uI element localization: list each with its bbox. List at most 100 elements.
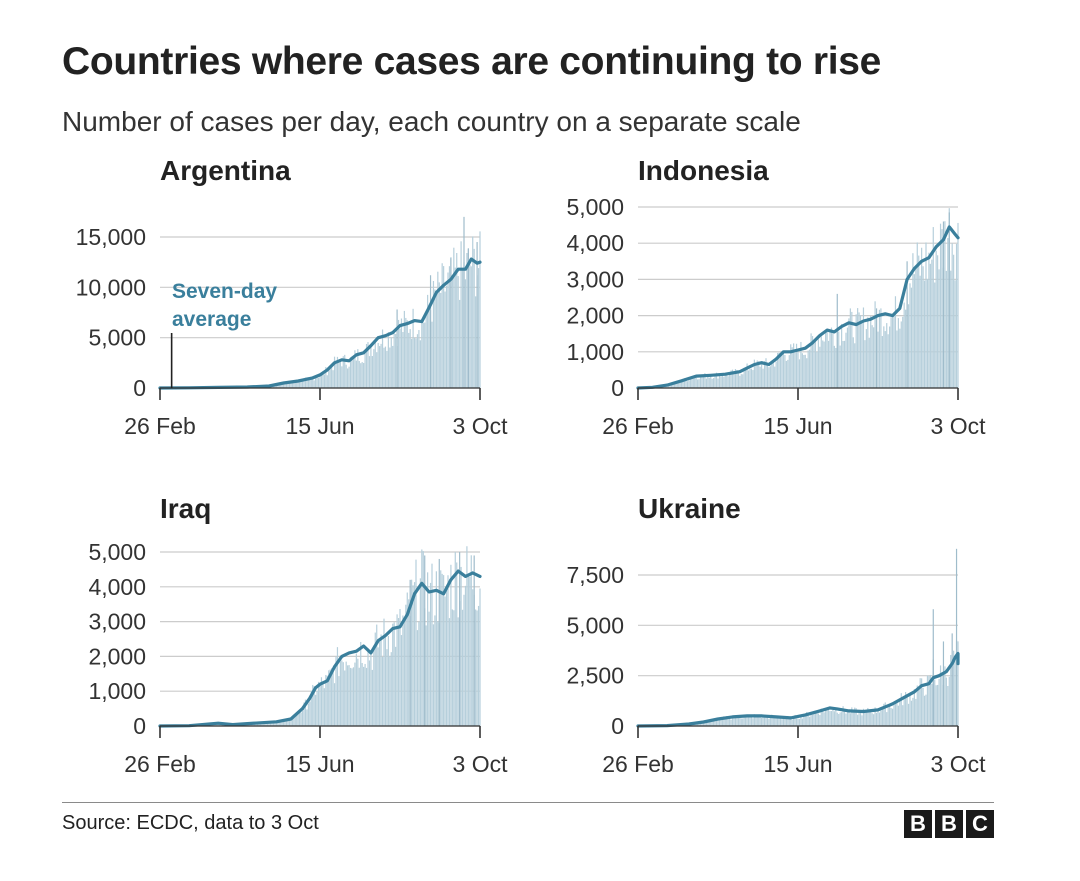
daily-bar xyxy=(907,703,910,726)
daily-bar xyxy=(941,229,943,388)
daily-bar xyxy=(280,383,282,388)
daily-bar xyxy=(929,674,931,726)
daily-bar xyxy=(903,302,905,388)
daily-bar xyxy=(307,377,309,388)
daily-bar xyxy=(352,667,355,726)
daily-bar xyxy=(264,723,266,726)
daily-bar xyxy=(267,722,269,726)
daily-bar xyxy=(445,588,448,726)
daily-bar xyxy=(262,722,264,726)
daily-bar xyxy=(768,718,770,726)
daily-bar xyxy=(870,710,872,726)
daily-bar xyxy=(408,332,410,388)
daily-bar xyxy=(833,711,835,726)
daily-bar xyxy=(761,717,763,726)
daily-bar xyxy=(899,328,901,388)
daily-bar xyxy=(912,697,914,726)
daily-bar xyxy=(775,717,777,726)
daily-bar xyxy=(948,676,950,726)
daily-bar xyxy=(877,331,879,388)
daily-bar xyxy=(755,716,757,726)
daily-bar xyxy=(338,360,340,388)
daily-bar xyxy=(406,592,408,726)
daily-bar xyxy=(839,345,841,388)
daily-bar xyxy=(682,380,684,388)
daily-bar xyxy=(306,377,308,388)
daily-bar xyxy=(843,711,846,726)
daily-bar xyxy=(858,312,860,388)
daily-bar xyxy=(838,331,840,388)
daily-bar xyxy=(456,562,458,726)
panel-title: Argentina xyxy=(160,155,291,186)
daily-bar xyxy=(832,333,834,388)
daily-bar xyxy=(829,329,831,388)
daily-bar xyxy=(935,250,937,388)
daily-bar xyxy=(435,571,437,726)
daily-bar xyxy=(777,352,779,388)
daily-bar xyxy=(721,717,723,726)
daily-bar xyxy=(813,711,815,726)
daily-bar xyxy=(294,716,296,726)
daily-bar xyxy=(720,376,722,388)
daily-bar xyxy=(685,379,687,388)
daily-bar xyxy=(365,667,368,726)
daily-bar xyxy=(371,669,373,726)
daily-bar xyxy=(896,701,898,726)
daily-bar-spike xyxy=(875,308,878,388)
daily-bar xyxy=(678,380,680,388)
daily-bar xyxy=(765,715,767,726)
daily-bar xyxy=(729,716,731,726)
daily-bar xyxy=(432,280,435,388)
daily-bar xyxy=(275,385,277,388)
daily-bar xyxy=(335,363,337,388)
daily-bar xyxy=(217,724,219,726)
daily-bar xyxy=(322,371,324,388)
daily-bar xyxy=(835,347,837,388)
daily-bar xyxy=(457,276,459,388)
x-tick-label: 26 Feb xyxy=(602,413,674,439)
daily-bar xyxy=(913,689,915,726)
daily-bar xyxy=(461,268,464,388)
daily-bar xyxy=(281,720,283,726)
daily-bar xyxy=(781,353,783,388)
daily-bar xyxy=(878,712,881,726)
daily-bar-spike xyxy=(836,293,838,388)
daily-bar xyxy=(296,382,298,388)
daily-bar xyxy=(713,719,715,726)
daily-bar xyxy=(441,573,443,726)
daily-bar xyxy=(807,712,809,726)
daily-bar xyxy=(374,632,376,726)
daily-bar xyxy=(309,377,311,388)
daily-bar xyxy=(365,343,368,388)
daily-bar xyxy=(807,350,809,388)
daily-bar xyxy=(737,716,739,726)
daily-bar xyxy=(274,384,276,388)
daily-bar xyxy=(923,695,926,726)
daily-bar xyxy=(281,383,283,388)
daily-bar xyxy=(333,356,336,388)
daily-bar xyxy=(785,717,787,726)
daily-bar xyxy=(277,385,279,388)
daily-bar xyxy=(390,652,392,726)
daily-bar xyxy=(801,718,803,726)
daily-bar xyxy=(299,712,301,726)
daily-bar xyxy=(344,354,346,388)
daily-bar xyxy=(441,263,443,388)
y-tick-label: 0 xyxy=(611,375,624,401)
daily-bar-spike xyxy=(473,555,475,726)
daily-bar xyxy=(804,354,806,388)
daily-bar xyxy=(950,655,952,726)
daily-bar xyxy=(294,382,296,388)
daily-bar xyxy=(848,318,850,388)
daily-bar xyxy=(747,370,750,388)
daily-bar xyxy=(849,713,851,726)
daily-bar xyxy=(793,343,795,388)
daily-bar xyxy=(377,342,379,388)
daily-bar xyxy=(454,552,456,726)
daily-bar xyxy=(338,676,340,726)
y-tick-label: 5,000 xyxy=(88,539,146,565)
daily-bar xyxy=(867,317,869,388)
daily-bar xyxy=(405,317,407,388)
daily-bar xyxy=(288,382,291,388)
daily-bar xyxy=(708,721,710,726)
